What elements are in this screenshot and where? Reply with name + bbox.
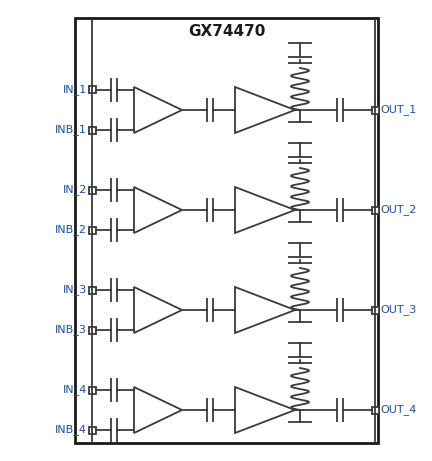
Bar [372, 207, 378, 213]
Text: IN_3: IN_3 [63, 284, 87, 296]
Bar [372, 407, 378, 414]
Text: IN_1: IN_1 [63, 84, 87, 95]
Text: GX74470: GX74470 [188, 24, 265, 40]
Text: IN_2: IN_2 [63, 184, 87, 195]
Text: OUT_2: OUT_2 [380, 205, 416, 215]
Text: INB_4: INB_4 [55, 425, 87, 436]
Bar [372, 106, 378, 113]
Bar [89, 326, 95, 333]
Text: INB_2: INB_2 [55, 225, 87, 236]
Bar [89, 187, 95, 194]
Text: OUT_1: OUT_1 [380, 105, 416, 115]
Bar [89, 126, 95, 134]
Bar [89, 386, 95, 394]
Text: OUT_4: OUT_4 [380, 405, 416, 415]
Bar [372, 307, 378, 313]
Text: OUT_3: OUT_3 [380, 305, 416, 315]
Text: INB_3: INB_3 [55, 325, 87, 336]
Bar [89, 87, 95, 94]
Text: INB_1: INB_1 [55, 124, 87, 136]
Text: IN_4: IN_4 [63, 384, 87, 396]
Bar [89, 286, 95, 294]
Bar [89, 426, 95, 433]
Bar [89, 226, 95, 234]
Bar [75, 18, 378, 443]
